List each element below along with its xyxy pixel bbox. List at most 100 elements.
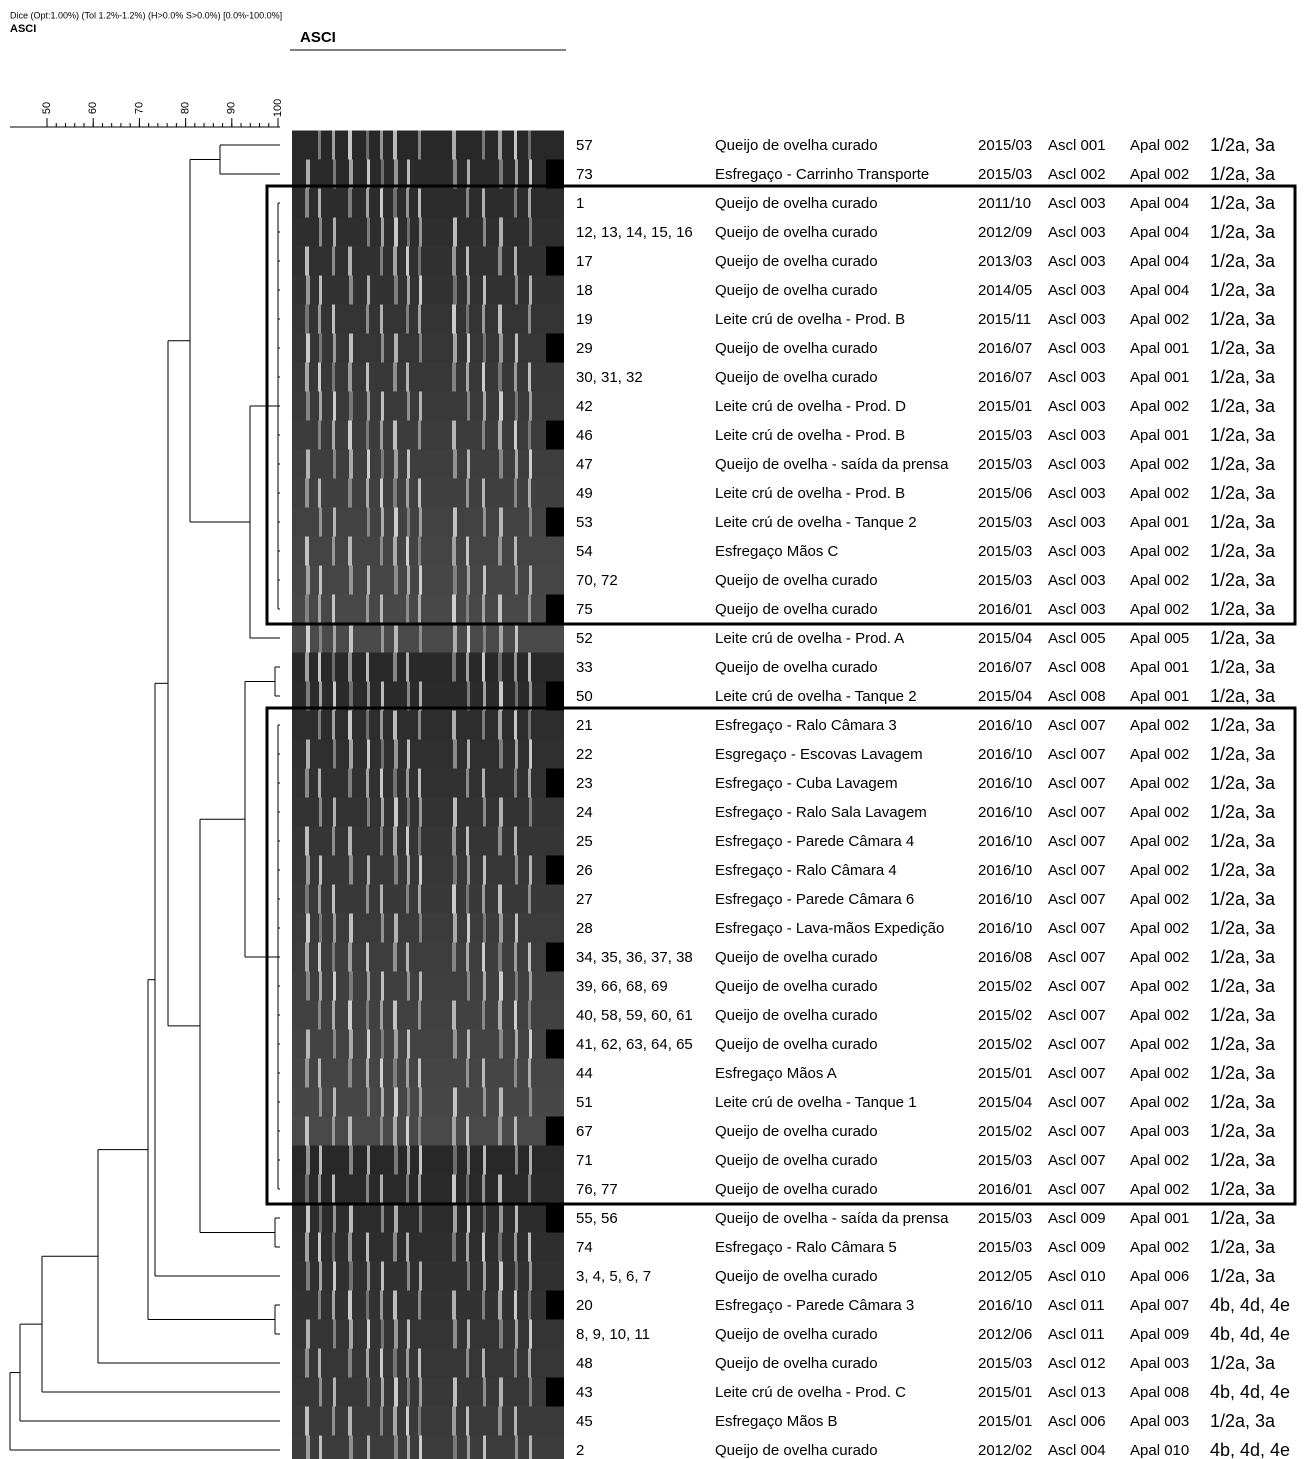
gel-band xyxy=(306,334,310,363)
gel-band xyxy=(367,508,370,537)
gel-band xyxy=(393,653,397,682)
gel-band xyxy=(529,1436,532,1459)
gel-band xyxy=(349,392,353,421)
gel-band xyxy=(529,392,532,421)
gel-band xyxy=(367,1378,370,1407)
row-type: 1/2a, 3a xyxy=(1210,860,1276,880)
gel-band xyxy=(482,479,485,508)
gel-band xyxy=(453,1030,457,1059)
gel-band xyxy=(394,798,398,827)
row-apal: Apal 002 xyxy=(1130,920,1189,937)
row-date: 2016/07 xyxy=(978,659,1032,676)
gel-band xyxy=(306,682,310,711)
gel-band xyxy=(333,1378,336,1407)
gel-band xyxy=(467,1204,470,1233)
row-ascl: Ascl 002 xyxy=(1048,166,1106,183)
gel-band xyxy=(466,1407,469,1436)
gel-band xyxy=(407,972,410,1001)
gel-band xyxy=(483,1088,486,1117)
gel-band xyxy=(381,160,384,189)
gel-band xyxy=(319,1088,322,1117)
gel-band xyxy=(318,479,321,508)
row-date: 2016/01 xyxy=(978,601,1032,618)
row-apal: Apal 004 xyxy=(1130,253,1189,270)
gel-band xyxy=(528,943,531,972)
row-type: 1/2a, 3a xyxy=(1210,164,1276,184)
gel-band xyxy=(349,566,353,595)
gel-lane xyxy=(292,1088,564,1117)
gel-band xyxy=(483,392,486,421)
row-apal: Apal 008 xyxy=(1130,1384,1189,1401)
gel-band xyxy=(452,653,456,682)
gel-band xyxy=(499,682,503,711)
gel-band xyxy=(305,1407,309,1436)
row-type: 1/2a, 3a xyxy=(1210,976,1276,996)
gel-band xyxy=(305,653,309,682)
gel-band xyxy=(306,1262,310,1291)
gel-band xyxy=(528,479,531,508)
gel-band xyxy=(318,1291,321,1320)
row-id: 21 xyxy=(576,717,593,734)
row-apal: Apal 004 xyxy=(1130,282,1189,299)
gel-band xyxy=(515,1204,518,1233)
gel-edge xyxy=(546,334,564,363)
row-apal: Apal 006 xyxy=(1130,1268,1189,1285)
row-date: 2015/01 xyxy=(978,398,1032,415)
gel-band xyxy=(306,1204,310,1233)
row-ascl: Ascl 007 xyxy=(1048,891,1106,908)
row-apal: Apal 001 xyxy=(1130,659,1189,676)
row-ascl: Ascl 003 xyxy=(1048,572,1106,589)
gel-band xyxy=(366,479,369,508)
gel-band xyxy=(319,798,322,827)
gel-band xyxy=(452,711,456,740)
row-id: 39, 66, 68, 69 xyxy=(576,978,668,995)
row-type: 1/2a, 3a xyxy=(1210,483,1276,503)
gel-band xyxy=(305,1059,309,1088)
gel-band xyxy=(348,189,352,218)
gel-lane xyxy=(292,334,564,363)
gel-band xyxy=(367,1030,370,1059)
gel-band xyxy=(367,1146,370,1175)
gel-band xyxy=(406,943,409,972)
row-id: 45 xyxy=(576,1413,593,1430)
row-source: Esfregaço - Parede Câmara 4 xyxy=(715,833,914,850)
gel-band xyxy=(406,1407,409,1436)
gel-band xyxy=(498,131,502,160)
row-date: 2012/02 xyxy=(978,1442,1032,1459)
gel-band xyxy=(333,160,336,189)
row-id: 55, 56 xyxy=(576,1210,618,1227)
gel-lane xyxy=(292,479,564,508)
gel-band xyxy=(381,740,384,769)
gel-band xyxy=(348,1117,352,1146)
gel-band xyxy=(367,798,370,827)
gel-band xyxy=(482,885,485,914)
gel-band xyxy=(515,160,518,189)
gel-band xyxy=(318,421,321,450)
gel-band xyxy=(529,1088,532,1117)
gel-band xyxy=(406,1175,409,1204)
gel-band xyxy=(332,305,335,334)
row-ascl: Ascl 007 xyxy=(1048,862,1106,879)
gel-band xyxy=(419,218,422,247)
gel-band xyxy=(452,1291,456,1320)
gel-band xyxy=(380,131,383,160)
gel-band xyxy=(498,421,502,450)
gel-band xyxy=(380,1001,383,1030)
gel-band xyxy=(466,479,469,508)
gel-band xyxy=(418,1117,421,1146)
gel-band xyxy=(419,972,422,1001)
gel-lane xyxy=(292,769,564,798)
gel-band xyxy=(318,1233,321,1262)
gel-band xyxy=(418,595,421,624)
gel-band xyxy=(483,1146,486,1175)
row-type: 1/2a, 3a xyxy=(1210,1353,1276,1373)
gel-band xyxy=(467,1436,470,1459)
gel-band xyxy=(333,218,336,247)
gel-band xyxy=(466,595,469,624)
row-source: Queijo de ovelha curado xyxy=(715,1152,878,1169)
gel-band xyxy=(452,827,456,856)
gel-band xyxy=(333,1204,336,1233)
gel-band xyxy=(515,334,518,363)
gel-band xyxy=(394,740,398,769)
gel-edge xyxy=(546,595,564,624)
